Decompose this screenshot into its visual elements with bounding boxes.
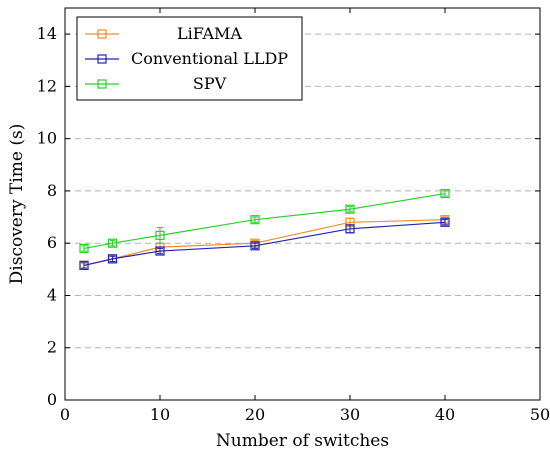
y-tick-label: 8 bbox=[47, 181, 57, 200]
legend-swatch-marker bbox=[97, 79, 107, 89]
legend-label: SPV bbox=[193, 74, 227, 93]
legend-label: Conventional LLDP bbox=[131, 49, 288, 68]
legend-item: SPV bbox=[85, 74, 227, 93]
series-line bbox=[83, 221, 446, 266]
x-tick-label: 50 bbox=[530, 405, 550, 424]
x-tick-label: 10 bbox=[150, 405, 170, 424]
x-axis-title: Number of switches bbox=[216, 431, 389, 451]
series-conventional-lldp bbox=[79, 217, 450, 271]
legend-swatch-marker bbox=[97, 54, 107, 64]
data-point bbox=[79, 243, 89, 254]
data-point bbox=[155, 230, 165, 240]
x-tick-label: 20 bbox=[245, 405, 265, 424]
plot-frame bbox=[64, 7, 541, 401]
y-tick-label: 10 bbox=[37, 129, 57, 148]
legend-label: LiFAMA bbox=[177, 24, 242, 43]
x-tick-label: 40 bbox=[435, 405, 455, 424]
data-point bbox=[107, 254, 118, 264]
y-tick-label: 12 bbox=[37, 76, 57, 95]
data-point bbox=[79, 260, 89, 271]
data-point bbox=[250, 241, 260, 251]
data-point bbox=[440, 217, 450, 227]
y-axis-title: Discovery Time (s) bbox=[7, 124, 27, 285]
data-point bbox=[345, 224, 355, 234]
data-point bbox=[155, 246, 165, 256]
x-axis-ticks: 0 10 20 30 40 50 bbox=[60, 8, 550, 424]
legend-item: Conventional LLDP bbox=[85, 49, 288, 68]
x-tick-label: 30 bbox=[340, 405, 360, 424]
y-tick-label: 0 bbox=[47, 390, 57, 409]
y-tick-label: 4 bbox=[47, 285, 57, 304]
grid-lines bbox=[65, 33, 540, 349]
data-point bbox=[440, 188, 450, 199]
data-point bbox=[107, 238, 118, 248]
series-lifama bbox=[79, 215, 450, 271]
series-spv bbox=[79, 188, 450, 254]
data-point bbox=[250, 215, 260, 225]
legend-swatch-marker bbox=[97, 29, 107, 39]
y-tick-label: 14 bbox=[37, 24, 57, 43]
series-line bbox=[83, 192, 446, 250]
legend-item: LiFAMA bbox=[85, 24, 242, 43]
y-axis-ticks: 0 2 4 6 8 10 12 14 bbox=[37, 24, 540, 409]
legend: LiFAMA Conventional LLDP SPV bbox=[76, 16, 303, 101]
data-point bbox=[345, 204, 355, 214]
x-tick-label: 0 bbox=[60, 405, 70, 424]
y-tick-label: 6 bbox=[47, 233, 57, 252]
data-series bbox=[79, 188, 450, 271]
y-tick-label: 2 bbox=[47, 338, 57, 357]
